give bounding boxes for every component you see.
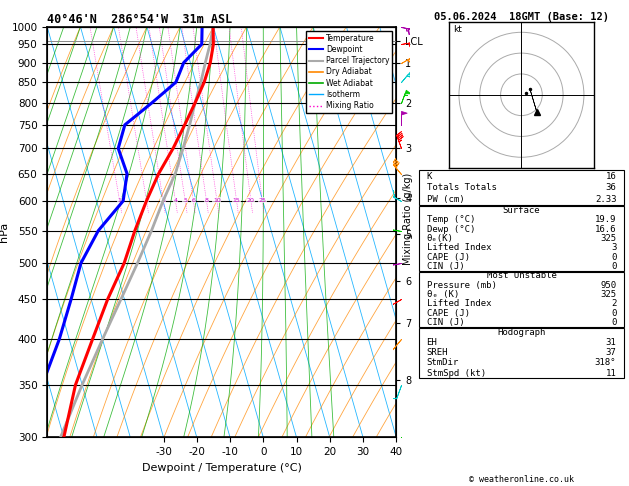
Text: CAPE (J): CAPE (J) <box>426 253 469 261</box>
Text: CIN (J): CIN (J) <box>426 318 464 327</box>
Text: 5: 5 <box>183 198 187 203</box>
Text: Dewp (°C): Dewp (°C) <box>426 225 475 233</box>
Text: Lifted Index: Lifted Index <box>426 299 491 308</box>
Text: Surface: Surface <box>503 206 540 215</box>
Text: PW (cm): PW (cm) <box>426 195 464 204</box>
Text: 16.6: 16.6 <box>595 225 616 233</box>
FancyBboxPatch shape <box>420 171 623 205</box>
Text: Temp (°C): Temp (°C) <box>426 215 475 224</box>
Text: θₑ(K): θₑ(K) <box>426 234 454 243</box>
FancyBboxPatch shape <box>420 272 623 327</box>
Text: EH: EH <box>426 338 437 347</box>
Text: Lifted Index: Lifted Index <box>426 243 491 252</box>
Text: 318°: 318° <box>595 358 616 367</box>
Text: 325: 325 <box>600 234 616 243</box>
FancyArrow shape <box>530 88 538 114</box>
Text: 8: 8 <box>204 198 208 203</box>
Text: 25: 25 <box>259 198 266 203</box>
Text: Hodograph: Hodograph <box>498 328 545 337</box>
Text: 0: 0 <box>611 309 616 318</box>
Text: 05.06.2024  18GMT (Base: 12): 05.06.2024 18GMT (Base: 12) <box>434 12 609 22</box>
Text: 6: 6 <box>191 198 195 203</box>
Text: CIN (J): CIN (J) <box>426 262 464 271</box>
Text: Most Unstable: Most Unstable <box>486 271 557 280</box>
Text: 20: 20 <box>247 198 255 203</box>
Text: 15: 15 <box>233 198 240 203</box>
Text: 2: 2 <box>611 299 616 308</box>
Text: 37: 37 <box>606 348 616 357</box>
Text: 950: 950 <box>600 280 616 290</box>
Text: CAPE (J): CAPE (J) <box>426 309 469 318</box>
Text: SREH: SREH <box>426 348 448 357</box>
Text: 10: 10 <box>213 198 221 203</box>
Text: K: K <box>426 172 432 180</box>
Text: 4: 4 <box>174 198 177 203</box>
Text: 3: 3 <box>611 243 616 252</box>
Text: 3: 3 <box>161 198 165 203</box>
Text: 1: 1 <box>118 198 121 203</box>
Text: © weatheronline.co.uk: © weatheronline.co.uk <box>469 474 574 484</box>
Text: 19.9: 19.9 <box>595 215 616 224</box>
Text: 40°46'N  286°54'W  31m ASL: 40°46'N 286°54'W 31m ASL <box>47 13 233 26</box>
Y-axis label: km
ASL: km ASL <box>426 232 444 254</box>
Y-axis label: hPa: hPa <box>0 222 9 242</box>
Text: 2: 2 <box>145 198 148 203</box>
FancyBboxPatch shape <box>420 328 623 378</box>
Text: 16: 16 <box>606 172 616 180</box>
Text: StmSpd (kt): StmSpd (kt) <box>426 368 486 378</box>
Text: kt: kt <box>453 25 462 35</box>
FancyBboxPatch shape <box>420 206 623 271</box>
Text: Pressure (mb): Pressure (mb) <box>426 280 496 290</box>
Legend: Temperature, Dewpoint, Parcel Trajectory, Dry Adiabat, Wet Adiabat, Isotherm, Mi: Temperature, Dewpoint, Parcel Trajectory… <box>306 31 392 113</box>
Text: 0: 0 <box>611 262 616 271</box>
Text: 325: 325 <box>600 290 616 299</box>
Text: 11: 11 <box>606 368 616 378</box>
Text: 0: 0 <box>611 318 616 327</box>
Text: 2.33: 2.33 <box>595 195 616 204</box>
Text: 0: 0 <box>611 253 616 261</box>
Text: θₑ (K): θₑ (K) <box>426 290 459 299</box>
Text: 36: 36 <box>606 183 616 192</box>
Text: Mixing Ratio (g/kg): Mixing Ratio (g/kg) <box>403 173 413 265</box>
Text: 31: 31 <box>606 338 616 347</box>
Text: StmDir: StmDir <box>426 358 459 367</box>
X-axis label: Dewpoint / Temperature (°C): Dewpoint / Temperature (°C) <box>142 463 302 473</box>
Text: Totals Totals: Totals Totals <box>426 183 496 192</box>
